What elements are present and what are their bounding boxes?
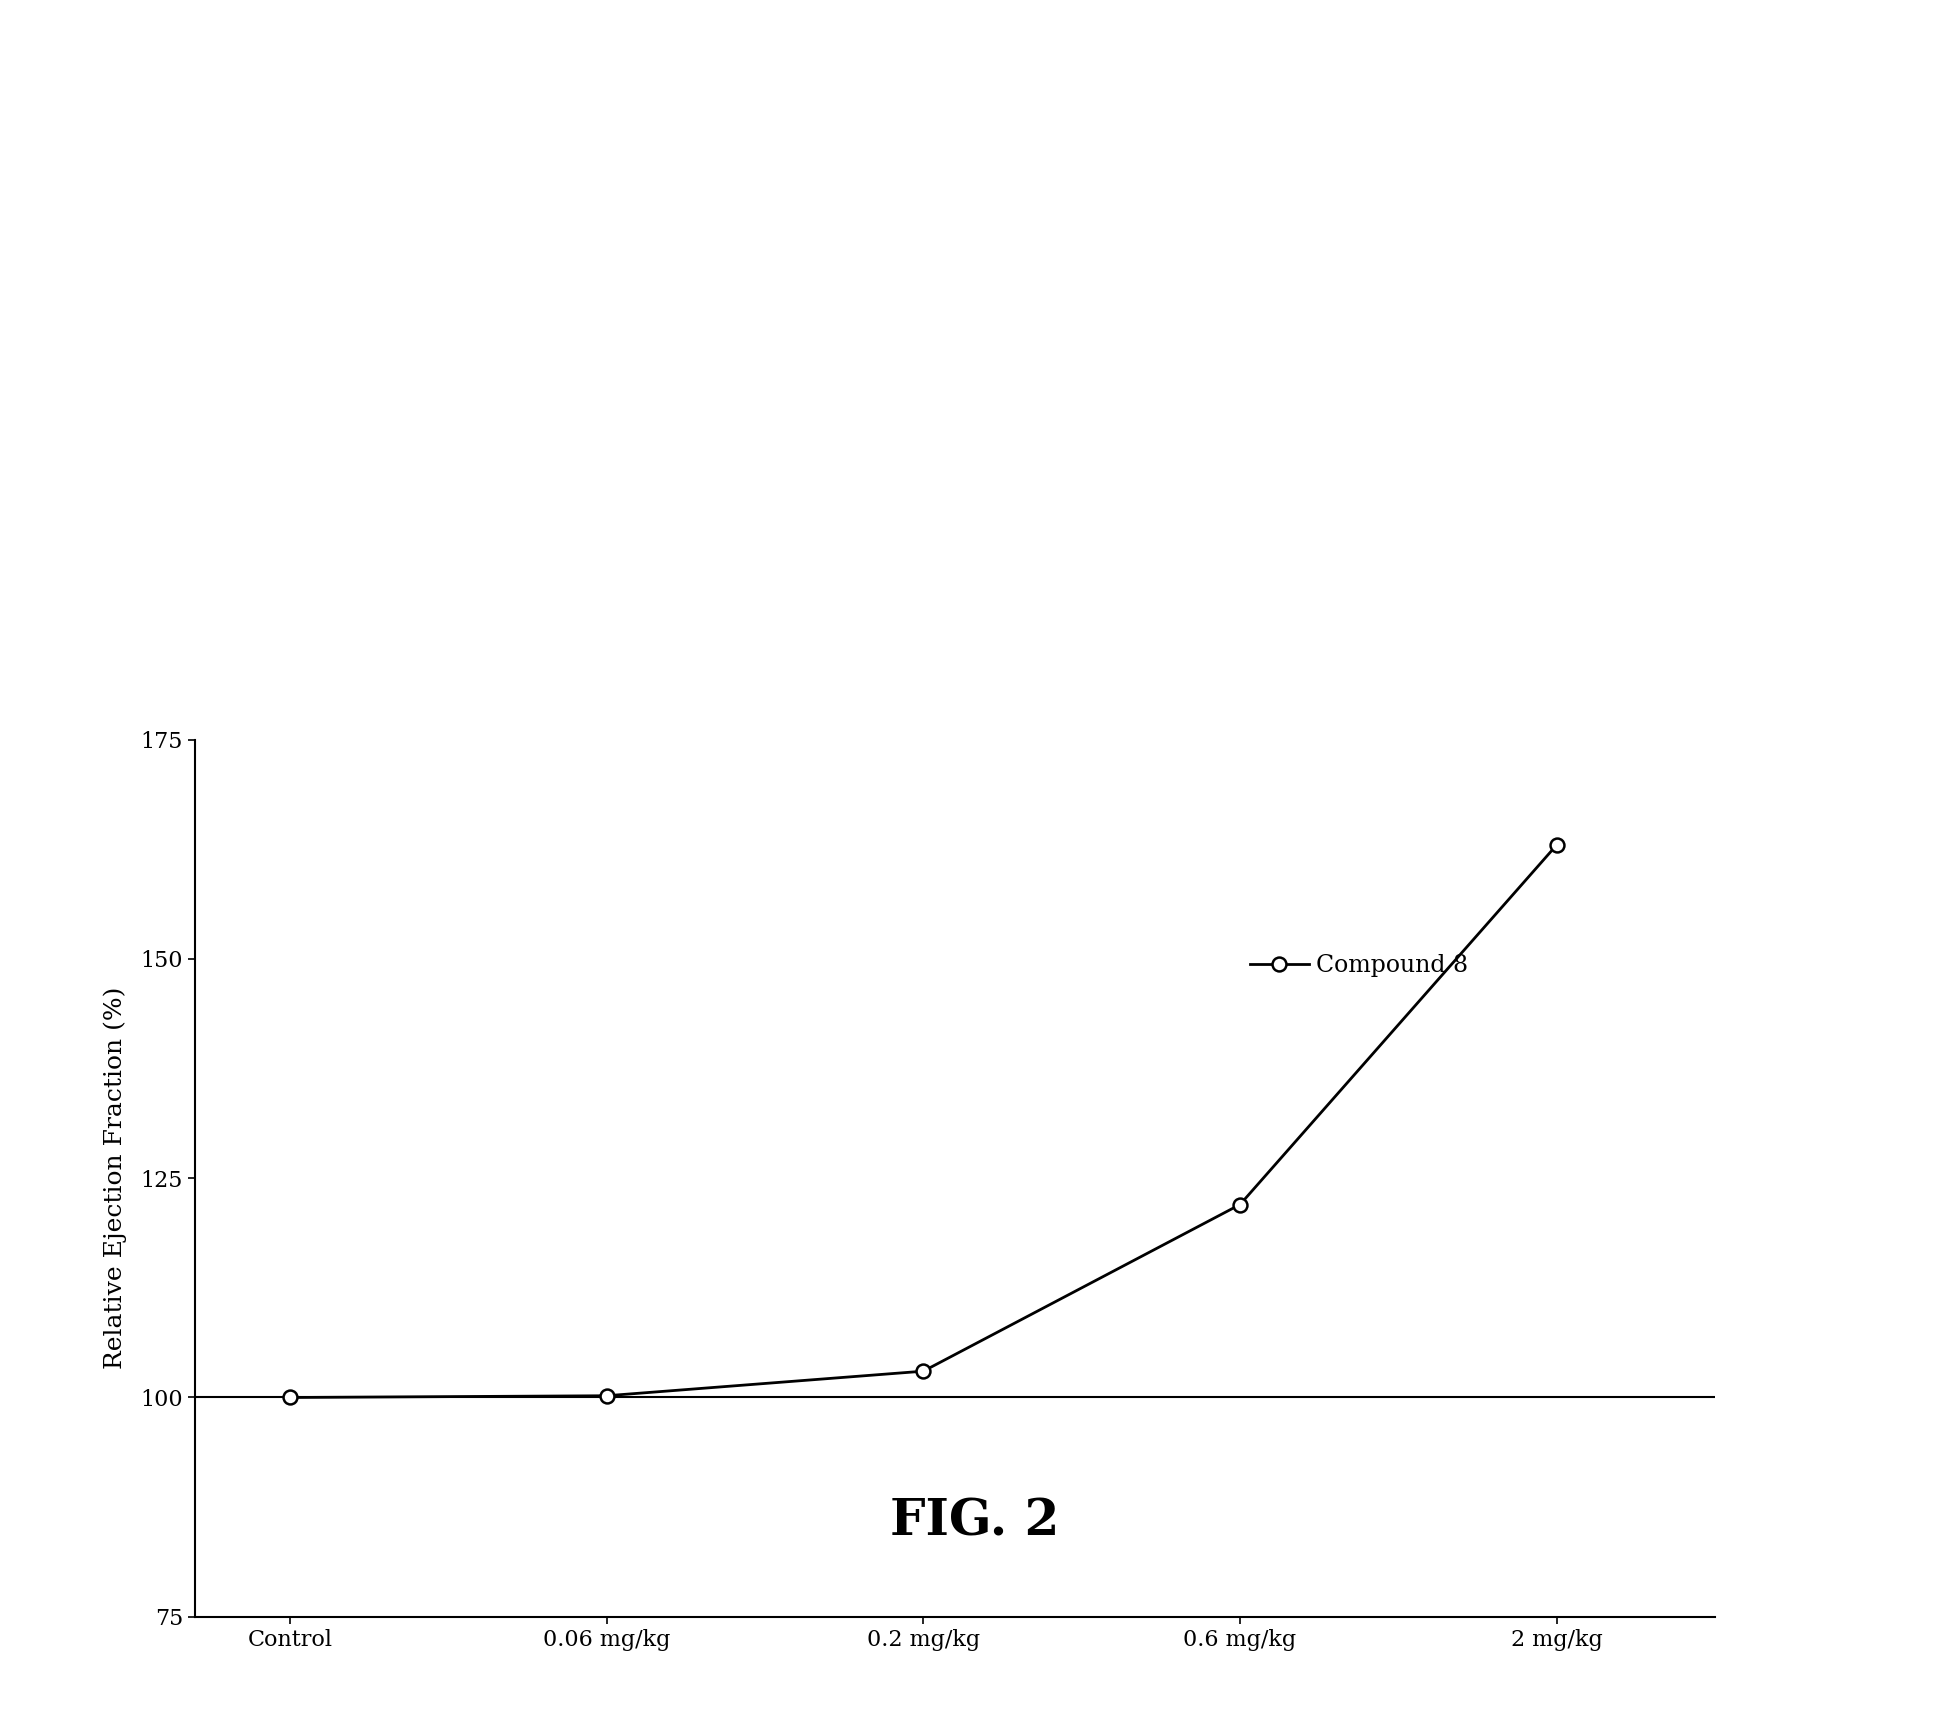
Text: FIG. 2: FIG. 2: [890, 1498, 1058, 1546]
Legend: Compound 8: Compound 8: [1239, 944, 1477, 986]
Y-axis label: Relative Ejection Fraction (%): Relative Ejection Fraction (%): [103, 987, 127, 1369]
